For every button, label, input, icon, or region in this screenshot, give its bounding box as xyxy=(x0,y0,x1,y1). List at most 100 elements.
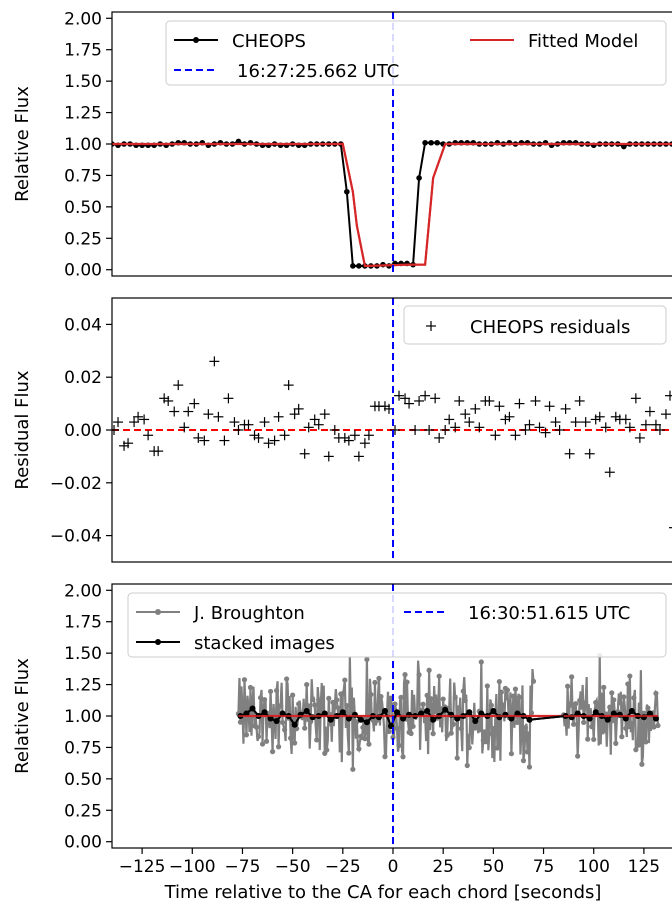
stacked-point xyxy=(478,710,485,717)
stacked-point xyxy=(345,715,352,722)
broughton-point xyxy=(356,746,362,752)
broughton-point xyxy=(474,722,480,729)
residual-point xyxy=(450,422,461,433)
broughton-point xyxy=(400,754,406,760)
broughton-point xyxy=(288,735,294,741)
broughton-point xyxy=(625,681,631,687)
residual-point xyxy=(570,417,581,428)
y-tick-label: 1.75 xyxy=(64,41,102,61)
y-tick-label: 0.00 xyxy=(64,261,102,281)
residual-point xyxy=(460,409,471,420)
residual-point xyxy=(564,448,575,459)
broughton-point xyxy=(466,745,472,751)
broughton-point xyxy=(336,705,342,711)
broughton-point xyxy=(643,739,649,745)
residual-point xyxy=(410,425,421,435)
y-axis-label: Relative Flux xyxy=(12,658,33,774)
stacked-point xyxy=(261,709,268,716)
residual-point xyxy=(133,411,144,422)
data-point xyxy=(235,138,242,145)
residual-point xyxy=(660,409,671,420)
stacked-point xyxy=(646,710,653,717)
residual-point xyxy=(339,432,350,443)
stacked-point xyxy=(424,707,431,714)
residual-point xyxy=(323,451,334,462)
broughton-point xyxy=(324,747,330,753)
residual-point xyxy=(143,430,154,441)
residual-point xyxy=(189,398,200,409)
broughton-point xyxy=(316,697,322,703)
broughton-point xyxy=(237,719,244,725)
residual-point xyxy=(600,422,611,433)
residual-point xyxy=(329,425,340,435)
broughton-point xyxy=(342,677,348,683)
residual-point xyxy=(504,411,515,422)
broughton-point xyxy=(448,730,454,736)
broughton-point xyxy=(318,703,324,709)
broughton-point xyxy=(432,708,438,715)
x-tick-label: −25 xyxy=(325,857,361,877)
y-tick-label: 1.75 xyxy=(64,613,102,633)
stacked-point xyxy=(273,718,280,725)
residual-point xyxy=(223,393,234,404)
legend: CHEOPS Fitted Model 16:27:25.662 UTC xyxy=(165,20,667,86)
broughton-point xyxy=(362,736,368,742)
residual-point xyxy=(604,467,615,478)
residual-point xyxy=(590,414,601,425)
stacked-point xyxy=(604,716,611,723)
data-point xyxy=(422,139,428,146)
x-tick-label: 100 xyxy=(577,857,609,877)
y-tick-label: 2.00 xyxy=(64,9,102,29)
stacked-point xyxy=(652,715,659,722)
residual-point xyxy=(414,395,425,406)
stacked-point xyxy=(610,710,617,717)
broughton-point xyxy=(368,691,374,698)
broughton-point xyxy=(292,740,298,746)
broughton-point xyxy=(247,684,254,691)
residual-point xyxy=(299,448,310,459)
broughton-point xyxy=(575,753,581,759)
broughton-point xyxy=(629,720,635,727)
broughton-point xyxy=(577,697,583,704)
broughton-point xyxy=(394,725,400,731)
broughton-point xyxy=(585,736,591,742)
y-tick-label: 1.00 xyxy=(64,135,102,155)
broughton-point xyxy=(528,710,535,716)
broughton-point xyxy=(583,700,589,706)
residual-point xyxy=(444,414,455,425)
y-tick-label: −0.04 xyxy=(50,527,102,547)
broughton-point xyxy=(428,696,434,702)
broughton-point xyxy=(408,730,414,737)
stacked-point xyxy=(568,714,575,721)
legend: J. Broughton stacked images 16:30:51.615 U… xyxy=(127,592,667,658)
broughton-point xyxy=(382,754,388,760)
stacked-point xyxy=(321,710,328,717)
residual-point xyxy=(640,419,651,430)
data-point xyxy=(621,143,627,150)
residual-point xyxy=(634,432,645,443)
y-tick-label: 2.00 xyxy=(64,581,102,601)
legend-label-model: Fitted Model xyxy=(528,31,638,52)
residual-point xyxy=(510,430,521,441)
broughton-point xyxy=(378,694,384,700)
stacked-point xyxy=(243,710,250,717)
broughton-point xyxy=(498,689,504,695)
broughton-point xyxy=(396,742,402,749)
residual-point xyxy=(574,395,585,406)
broughton-point xyxy=(249,700,256,706)
stacked-point xyxy=(442,706,449,713)
residual-point xyxy=(343,435,354,446)
broughton-point xyxy=(255,733,262,740)
broughton-point xyxy=(573,701,579,707)
stacked-point xyxy=(496,714,503,721)
broughton-point xyxy=(326,695,332,701)
residual-point xyxy=(123,438,134,449)
broughton-point xyxy=(530,678,537,684)
stacked-point xyxy=(381,707,388,714)
broughton-point xyxy=(263,738,270,744)
residual-point xyxy=(139,414,150,425)
residual-point xyxy=(430,393,441,404)
residual-point xyxy=(203,409,214,420)
broughton-point xyxy=(376,675,382,681)
broughton-point xyxy=(599,692,605,698)
